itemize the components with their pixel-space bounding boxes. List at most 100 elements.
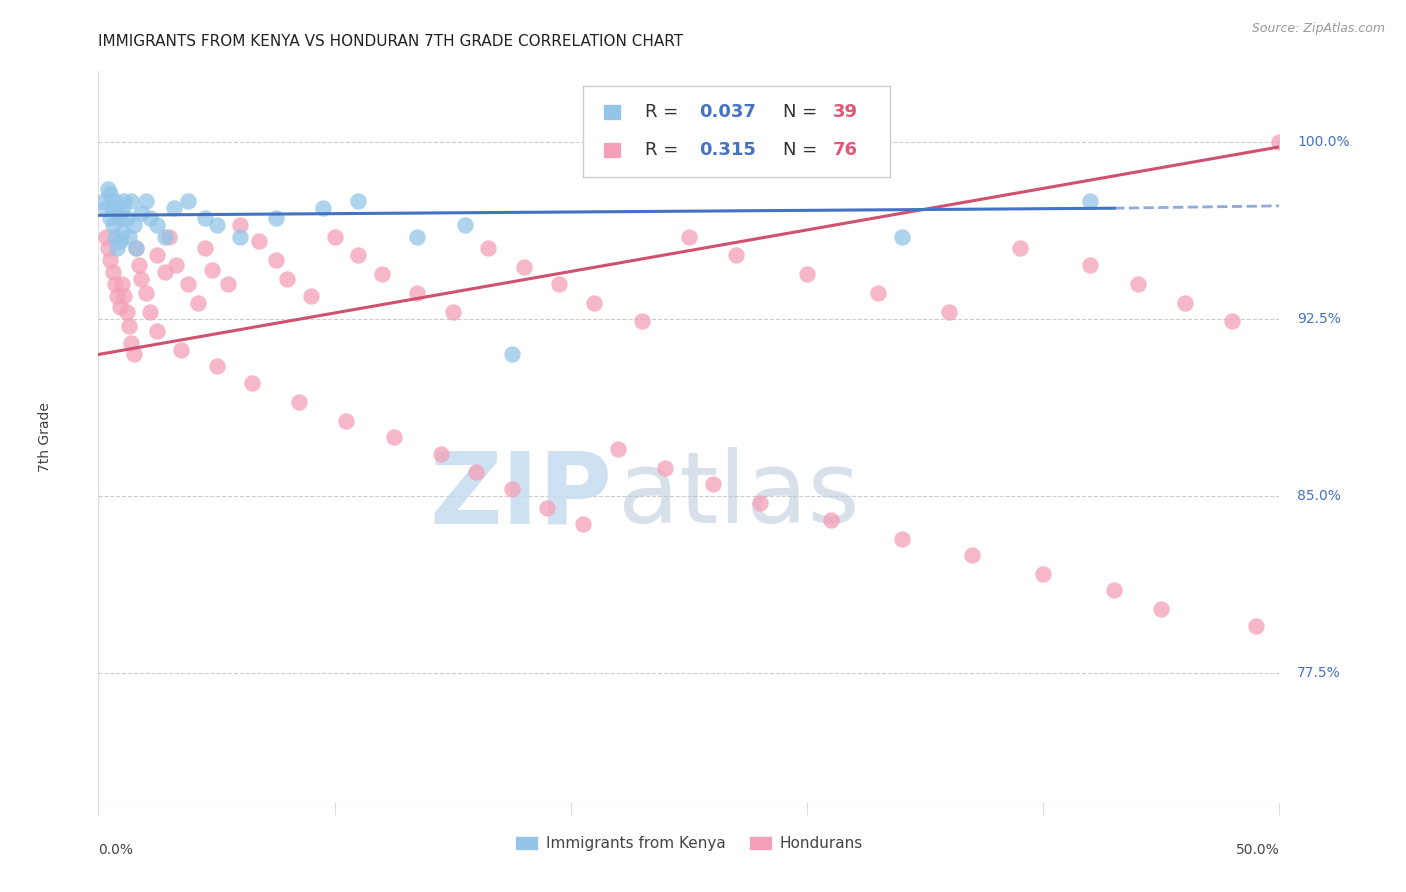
Point [678,229,700,244]
Point [371,267,394,281]
Point [125,241,148,255]
Point [105,206,128,220]
Point [1032,566,1054,581]
Text: N =: N = [783,103,824,120]
Point [97,241,120,255]
Point [1126,277,1149,291]
Point [607,442,630,456]
Point [91,194,114,208]
Point [118,229,141,244]
Text: 50.0%: 50.0% [1236,843,1279,857]
Point [146,218,169,232]
Point [118,319,141,334]
Point [1244,619,1267,633]
Point [725,248,748,262]
Point [465,466,488,480]
Legend: Immigrants from Kenya, Hondurans: Immigrants from Kenya, Hondurans [509,830,869,857]
Point [1080,258,1102,272]
Text: 0.315: 0.315 [700,141,756,159]
Point [1102,583,1125,598]
Point [247,234,270,248]
Point [890,229,912,244]
Point [177,194,200,208]
Point [820,513,842,527]
Point [108,234,131,248]
Text: 0.0%: 0.0% [98,843,134,857]
Point [1080,194,1102,208]
Point [548,277,571,291]
Point [201,262,224,277]
Point [962,548,984,562]
Text: IMMIGRANTS FROM KENYA VS HONDURAN 7TH GRADE CORRELATION CHART: IMMIGRANTS FROM KENYA VS HONDURAN 7TH GR… [98,34,683,49]
Point [108,211,131,225]
FancyBboxPatch shape [582,86,890,178]
Point [477,241,499,255]
Point [501,347,523,361]
Point [146,248,169,262]
Point [129,206,152,220]
Point [194,211,217,225]
Point [135,286,157,301]
Point [453,218,475,232]
Point [129,272,152,286]
Point [128,258,150,272]
Text: N =: N = [783,141,824,159]
Point [104,194,127,208]
Point [98,253,121,268]
Point [512,260,534,275]
Point [406,229,429,244]
Point [299,288,322,302]
Text: Source: ZipAtlas.com: Source: ZipAtlas.com [1251,22,1385,36]
Point [108,301,131,315]
Point [101,265,124,279]
Text: 100.0%: 100.0% [1298,136,1350,149]
Point [121,194,143,208]
Text: 77.5%: 77.5% [1298,666,1341,680]
Point [205,359,228,374]
Point [536,500,558,515]
Point [1008,241,1031,255]
Point [866,286,889,301]
Point [276,272,298,286]
Point [153,229,176,244]
Point [890,532,912,546]
Point [630,314,652,328]
Point [111,201,134,215]
Point [177,277,200,291]
Text: atlas: atlas [619,447,859,544]
Point [94,229,117,244]
Point [1268,135,1291,149]
Point [139,211,162,225]
Point [382,430,405,444]
Point [98,187,121,202]
Point [240,376,263,390]
Point [97,182,120,196]
Point [264,253,287,268]
Point [796,267,818,281]
Point [146,324,169,338]
Point [165,258,187,272]
Point [312,201,335,215]
FancyBboxPatch shape [603,103,621,120]
Point [104,229,127,244]
Point [157,229,180,244]
Point [430,447,453,461]
Point [347,248,370,262]
Point [105,288,128,302]
Text: 92.5%: 92.5% [1298,312,1341,326]
Point [153,265,176,279]
Point [205,218,228,232]
Point [115,211,138,225]
Point [101,218,124,232]
Point [111,225,134,239]
Point [112,288,135,302]
Text: 76: 76 [832,141,858,159]
Text: 7th Grade: 7th Grade [38,402,52,472]
Point [122,347,145,361]
Point [194,241,217,255]
Text: 0.037: 0.037 [700,103,756,120]
Point [229,229,252,244]
Text: R =: R = [645,141,685,159]
Point [501,482,523,496]
Point [654,460,676,475]
